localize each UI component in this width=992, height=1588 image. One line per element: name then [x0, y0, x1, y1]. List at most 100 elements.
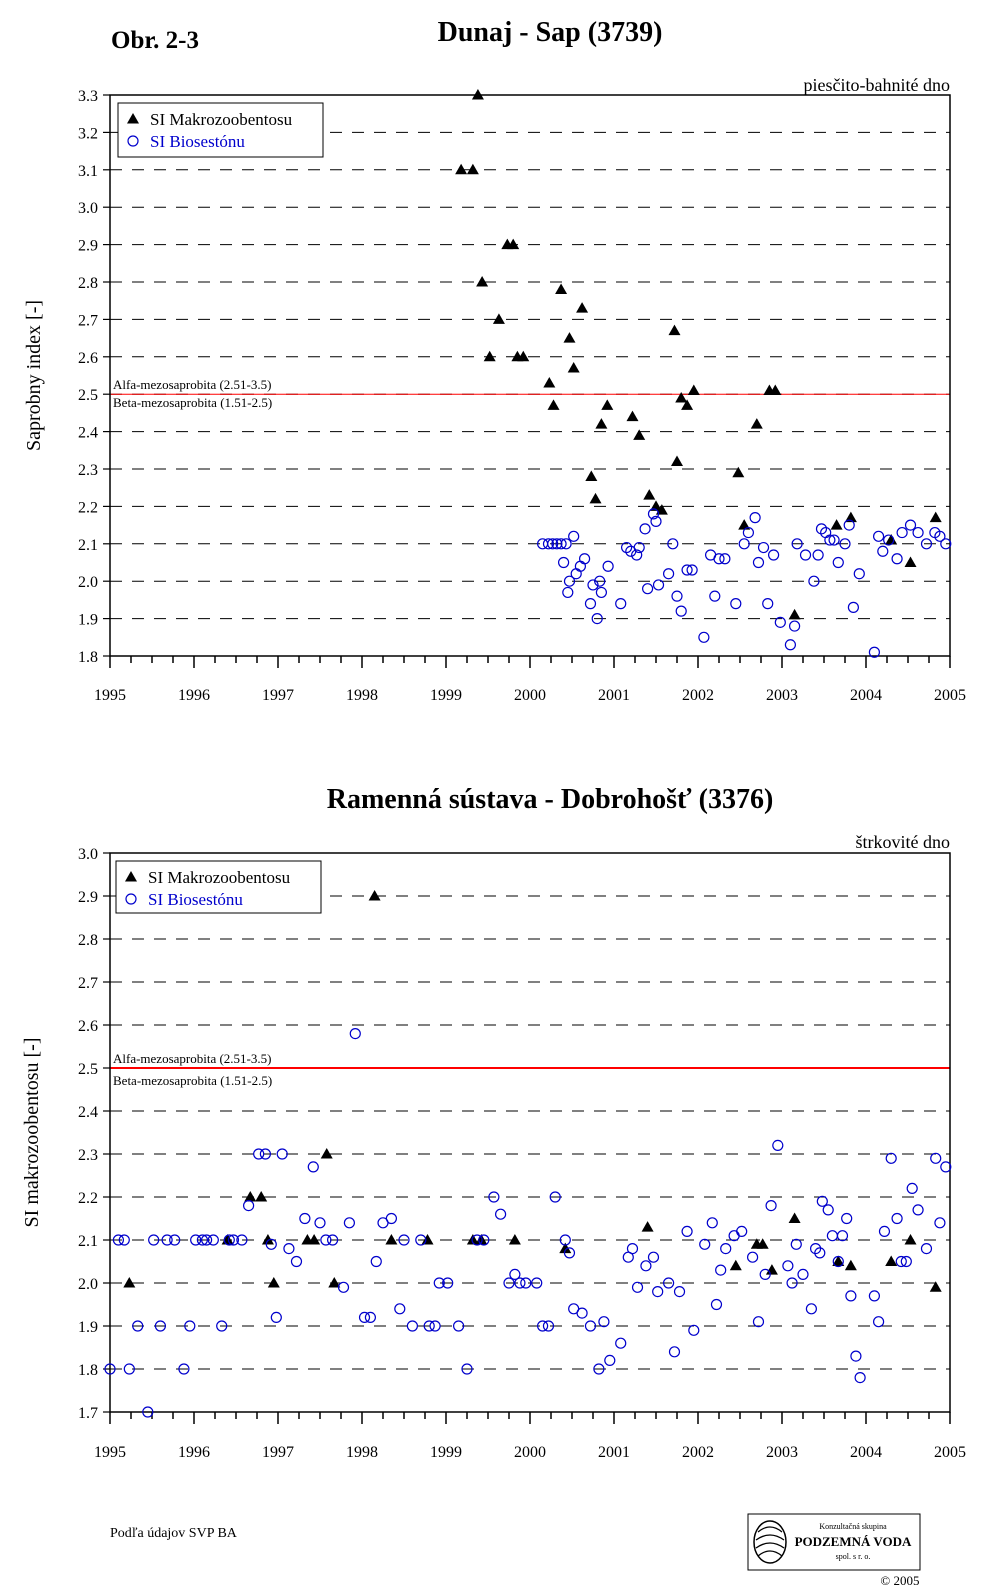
data-point	[570, 568, 582, 580]
data-point	[551, 538, 563, 550]
data-point	[594, 575, 606, 587]
data-point	[788, 1212, 801, 1223]
data-point	[112, 1234, 125, 1246]
legend-circle-icon	[125, 893, 137, 905]
y-tick-label: 2.8	[78, 932, 98, 949]
data-point	[509, 1268, 521, 1281]
data-point	[930, 1152, 942, 1164]
series-biosestonu	[536, 508, 952, 658]
data-point	[772, 1139, 784, 1152]
data-point	[854, 1371, 866, 1384]
data-point	[824, 534, 836, 546]
data-point	[822, 1204, 834, 1216]
x-tick-label: 1999	[430, 1444, 462, 1461]
data-point	[307, 1161, 319, 1173]
data-point	[759, 1268, 771, 1281]
y-tick-label: 2.8	[78, 275, 98, 292]
data-point	[641, 1221, 654, 1232]
logo-line1: Konzultačná skupina	[819, 1522, 887, 1531]
data-point	[123, 1277, 136, 1288]
chart-subtitle: piesčito-bahnité dno	[804, 75, 950, 95]
data-point	[757, 541, 770, 554]
data-point	[320, 1148, 333, 1159]
data-point	[602, 560, 614, 572]
data-point	[259, 1148, 271, 1160]
legend-box	[115, 860, 322, 914]
data-point	[104, 1363, 116, 1375]
data-point	[883, 534, 895, 546]
figure-label: Obr. 2-3	[111, 27, 199, 54]
data-point	[872, 530, 885, 542]
data-point	[826, 1230, 839, 1242]
series-makrozoobentosu	[455, 89, 942, 620]
y-tick-label: 2.3	[78, 462, 98, 479]
data-point	[750, 418, 763, 429]
data-point	[261, 1234, 274, 1245]
data-point	[765, 1264, 778, 1275]
threshold-label-below: Beta-mezosaprobita (1.51-2.5)	[113, 1073, 272, 1088]
y-tick-label: 3.1	[78, 163, 98, 180]
x-tick-label: 2003	[766, 1444, 798, 1461]
logo-name: PODZEMNÁ VODA	[795, 1534, 912, 1549]
data-point	[900, 1255, 912, 1268]
y-tick-label: 1.9	[78, 1319, 98, 1336]
data-point	[475, 1234, 488, 1245]
x-tick-label: 1997	[262, 687, 294, 704]
data-point	[466, 1234, 479, 1245]
data-point	[872, 1316, 885, 1328]
x-tick-label: 1998	[346, 1444, 378, 1461]
y-tick-label: 2.5	[78, 387, 98, 404]
threshold-label-below: Beta-mezosaprobita (1.51-2.5)	[113, 395, 272, 410]
data-point	[123, 1363, 135, 1375]
data-point	[847, 601, 860, 613]
data-point	[184, 1320, 196, 1332]
data-point	[877, 545, 889, 557]
legend-label-bio: SI Biosestónu	[150, 132, 245, 151]
data-point	[650, 500, 662, 511]
data-point	[560, 538, 572, 550]
data-point	[647, 1251, 660, 1263]
data-point	[797, 1268, 809, 1281]
x-tick-label: 2000	[514, 1444, 546, 1461]
data-point	[671, 590, 683, 602]
data-point	[643, 489, 656, 500]
data-point	[841, 1212, 853, 1225]
data-point	[784, 639, 797, 651]
x-tick-label: 1999	[430, 687, 462, 704]
data-point	[878, 1225, 891, 1238]
legend-triangle-icon	[127, 113, 139, 124]
data-point	[845, 1290, 857, 1302]
data-point	[687, 384, 700, 395]
y-tick-label: 1.8	[78, 1362, 98, 1379]
data-point	[832, 1255, 844, 1268]
data-point	[812, 549, 824, 561]
data-point	[476, 276, 489, 287]
data-point	[920, 538, 933, 550]
data-point	[655, 504, 668, 515]
data-point	[633, 541, 645, 554]
data-point	[265, 1238, 277, 1250]
data-point	[929, 1281, 942, 1292]
legend-label-macro: SI Makrozoobentosu	[148, 868, 291, 887]
data-point	[349, 1027, 361, 1040]
data-point	[368, 890, 381, 901]
data-point	[394, 1303, 406, 1315]
data-point	[244, 1191, 257, 1202]
data-point	[816, 1195, 828, 1207]
x-tick-label: 2002	[682, 1444, 714, 1461]
data-point	[555, 283, 568, 294]
data-point	[830, 519, 843, 530]
data-point	[904, 519, 917, 531]
data-point	[567, 362, 580, 373]
y-tick-label: 2.7	[78, 975, 98, 992]
data-point	[667, 538, 679, 550]
data-point	[808, 575, 820, 587]
data-point	[885, 1152, 897, 1164]
source-note: Podľa údajov SVP BA	[110, 1526, 238, 1541]
data-point	[662, 1277, 675, 1289]
data-point	[320, 1234, 332, 1246]
data-point	[591, 612, 603, 625]
data-point	[904, 556, 917, 567]
data-point	[536, 1320, 549, 1332]
data-point	[421, 1234, 434, 1245]
